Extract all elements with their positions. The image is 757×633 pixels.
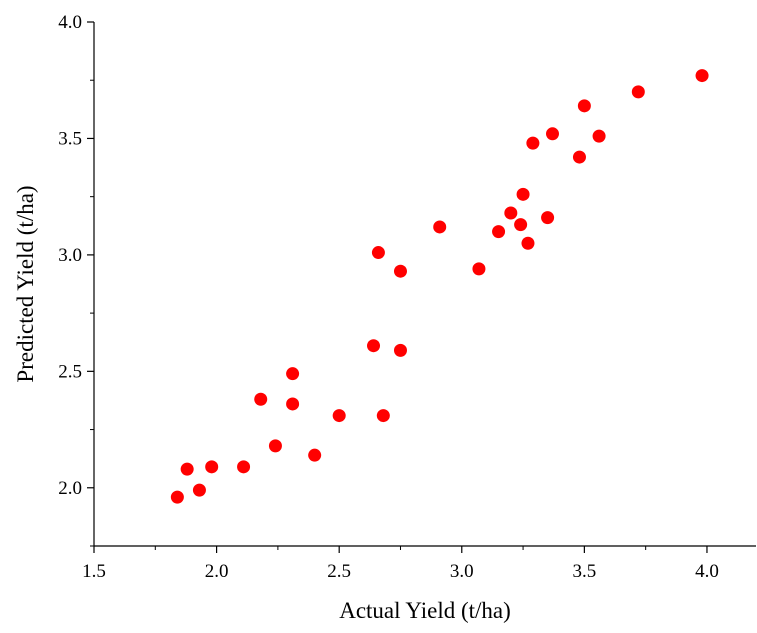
data-point xyxy=(376,409,390,423)
y-tick-label: 2.5 xyxy=(58,361,82,382)
data-point xyxy=(332,409,346,423)
x-tick-label: 3.5 xyxy=(572,561,596,582)
data-point xyxy=(592,129,606,143)
data-point xyxy=(170,490,184,504)
data-point xyxy=(521,236,535,250)
data-point xyxy=(367,339,381,353)
axes: 1.5 2.0 2.5 3.0 3.5 4.0 2.0 2.5 3.0 3.5 4.0 xyxy=(58,12,756,582)
data-point xyxy=(472,262,486,276)
data-point xyxy=(504,206,518,220)
data-point xyxy=(205,460,219,474)
data-point xyxy=(631,85,645,99)
y-tick-label: 3.0 xyxy=(58,245,82,266)
y-tick-label: 4.0 xyxy=(58,12,82,33)
data-point xyxy=(268,439,282,453)
data-point xyxy=(371,246,385,260)
data-point xyxy=(393,264,407,278)
x-tick-label: 3.0 xyxy=(450,561,474,582)
data-point xyxy=(308,448,322,462)
y-tick-label: 2.0 xyxy=(58,478,82,499)
data-point xyxy=(192,483,206,497)
data-point xyxy=(695,69,709,83)
data-point xyxy=(237,460,251,474)
data-point xyxy=(577,99,591,113)
data-point xyxy=(572,150,586,164)
x-tick-label: 2.5 xyxy=(327,561,351,582)
x-tick-label: 2.0 xyxy=(205,561,229,582)
data-point xyxy=(492,225,506,239)
data-point xyxy=(254,392,268,406)
x-axis-title: Actual Yield (t/ha) xyxy=(339,598,511,623)
data-point xyxy=(180,462,194,476)
data-points xyxy=(170,69,709,504)
data-point xyxy=(545,127,559,141)
data-point xyxy=(516,187,530,201)
data-point xyxy=(541,211,555,225)
data-point xyxy=(393,343,407,357)
data-point xyxy=(286,367,300,381)
x-tick-label: 1.5 xyxy=(82,561,106,582)
data-point xyxy=(514,218,528,232)
data-point xyxy=(286,397,300,411)
y-tick-label: 3.5 xyxy=(58,128,82,149)
x-tick-label: 4.0 xyxy=(695,561,719,582)
data-point xyxy=(526,136,540,150)
data-point xyxy=(433,220,447,234)
y-axis-title: Predicted Yield (t/ha) xyxy=(13,185,38,382)
